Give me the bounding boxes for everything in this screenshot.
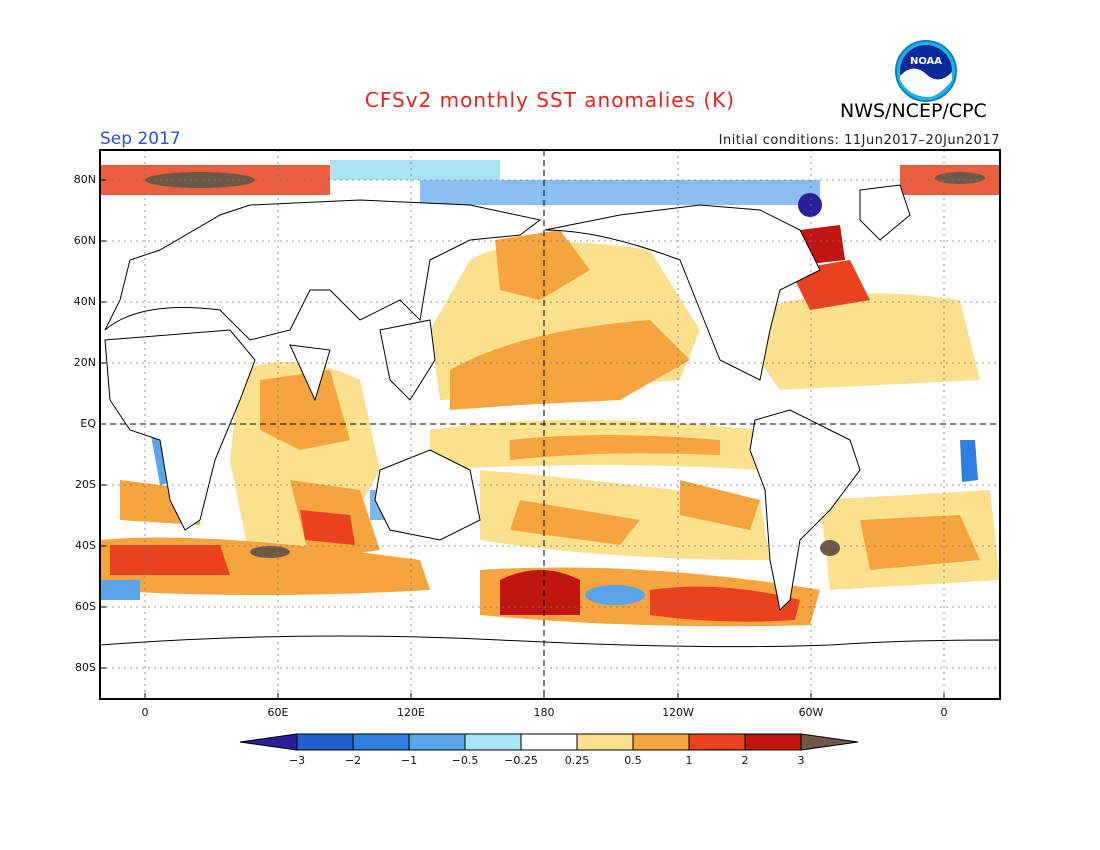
lat-label-eq: EQ <box>80 417 96 430</box>
continent-outlines <box>99 184 1001 700</box>
colorbar-min-triangle <box>239 733 298 751</box>
lat-label-80n: 80N <box>73 173 96 186</box>
lon-label-0-west: 0 <box>141 706 149 719</box>
colorbar-label: 3 <box>797 754 805 767</box>
lat-label-60n: 60N <box>73 234 96 247</box>
colorbar-label: −0.25 <box>504 754 538 767</box>
colorbar-label: −2 <box>344 754 362 767</box>
lat-label-20n: 20N <box>73 356 96 369</box>
tick-marks <box>100 179 945 699</box>
colorbar-label: 0.5 <box>624 754 642 767</box>
graticule <box>100 150 1000 699</box>
lon-label-0-east: 0 <box>940 706 948 719</box>
reference-lines <box>100 150 1000 699</box>
lat-label-20s: 20S <box>75 478 96 491</box>
colorbar-max-triangle <box>800 733 859 751</box>
lat-label-80s: 80S <box>75 661 96 674</box>
colorbar-label: −0.5 <box>451 754 479 767</box>
lat-label-40n: 40N <box>73 295 96 308</box>
lon-label-180: 180 <box>533 706 555 719</box>
lon-label-60w: 60W <box>798 706 824 719</box>
noaa-logo-icon: NOAA <box>895 40 957 102</box>
lon-label-60e: 60E <box>267 706 289 719</box>
forecast-month: Sep 2017 <box>100 129 181 149</box>
lat-label-60s: 60S <box>75 600 96 613</box>
colorbar-label: −1 <box>400 754 418 767</box>
colorbar-label: 2 <box>741 754 749 767</box>
lon-label-120w: 120W <box>662 706 694 719</box>
colorbar <box>239 733 859 751</box>
initial-conditions: Initial conditions: 11Jun2017–20Jun2017 <box>718 133 1000 148</box>
lat-label-40s: 40S <box>75 539 96 552</box>
colorbar-label: 0.25 <box>564 754 590 767</box>
colorbar-label: 1 <box>685 754 693 767</box>
lon-label-120e: 120E <box>397 706 425 719</box>
svg-text:NOAA: NOAA <box>910 56 942 67</box>
colorbar-label: −3 <box>288 754 306 767</box>
map-title: CFSv2 monthly SST anomalies (K) <box>364 88 736 112</box>
agency-label: NWS/NCEP/CPC <box>840 100 987 122</box>
